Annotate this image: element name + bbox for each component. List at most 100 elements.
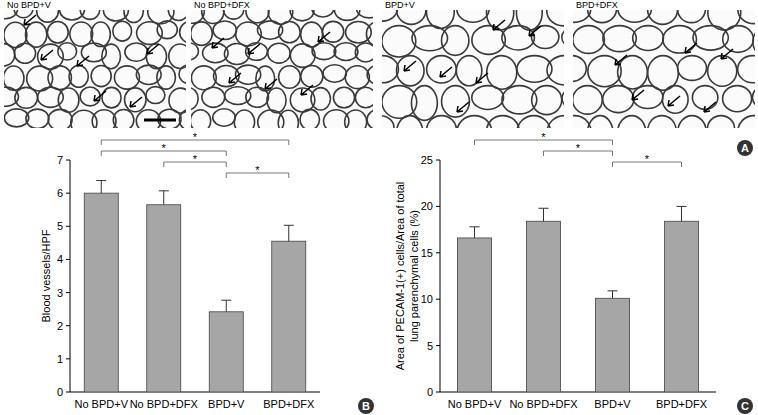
micrograph [4, 10, 186, 128]
alveolus [311, 88, 330, 110]
bar [527, 221, 561, 392]
alveolus [323, 65, 346, 82]
arrow [529, 26, 541, 36]
arrow [615, 55, 627, 65]
alveolus [180, 21, 186, 42]
alveolus [708, 10, 741, 30]
y-tick-label: 5 [57, 220, 63, 232]
alveolus [267, 88, 286, 113]
arrow [685, 43, 697, 53]
alveolus [202, 87, 225, 107]
bar [665, 221, 699, 392]
alveolus [125, 88, 146, 112]
alveolus [738, 116, 755, 128]
alveolus [367, 65, 373, 84]
y-tick-label: 25 [421, 154, 433, 166]
alveolus [442, 86, 470, 118]
x-tick-label: BPD+V [594, 398, 631, 410]
alveolus [48, 66, 71, 90]
figure: No BPD+VNo BPD+DFXBPD+VBPD+DFXA01234567B… [0, 0, 758, 415]
scale-bar [144, 119, 176, 122]
panel-badge [737, 398, 753, 414]
arrow [248, 44, 260, 54]
alveolus [169, 44, 186, 68]
error-bar [159, 191, 169, 205]
alveolus [547, 10, 564, 26]
alveolus [708, 56, 737, 87]
alveolus [191, 110, 211, 128]
y-tick [66, 292, 70, 293]
alveolus [752, 86, 755, 109]
arrow [704, 102, 716, 112]
micrograph-bg [191, 10, 373, 128]
alveolus [382, 10, 398, 21]
alveolus [502, 26, 535, 50]
alveolus [345, 66, 369, 89]
arrow [265, 79, 277, 89]
y-tick [436, 299, 440, 300]
arrow [457, 102, 469, 112]
bar-chart: 01234567Blood vessels/HPFNo BPD+VNo BPD+… [40, 131, 320, 410]
alveolus [69, 66, 88, 88]
alveolus [15, 87, 38, 108]
bar [147, 205, 181, 392]
alveolus [113, 21, 132, 41]
alveolus [397, 56, 425, 86]
marks [84, 181, 306, 392]
alveolus [355, 43, 373, 62]
alveolus [678, 116, 707, 128]
alveolus [91, 65, 111, 86]
alveolus [487, 56, 517, 90]
alveolus [663, 26, 697, 53]
alveolus [168, 10, 186, 20]
alveolus [246, 87, 269, 107]
micrograph-bg [382, 10, 564, 128]
arrow [301, 85, 313, 95]
y-tick [66, 193, 70, 194]
alveolus [92, 110, 116, 128]
alveolus [124, 10, 143, 23]
y-axis-label: Area of PECAM-1(+) cells/Area of total [394, 182, 406, 371]
alveolus [662, 86, 688, 114]
error-bar [677, 206, 687, 221]
alveolus [4, 109, 28, 127]
y-tick [66, 392, 70, 393]
y-tick [66, 226, 70, 227]
alveolus [487, 116, 519, 128]
alveolus [179, 65, 186, 84]
alveolus [48, 109, 72, 128]
error-bar [608, 291, 618, 298]
alveolus [80, 10, 100, 19]
alveolus [114, 66, 139, 89]
alveolus [427, 56, 457, 83]
alveolus [301, 66, 323, 88]
bar [458, 238, 492, 392]
y-tick [436, 345, 440, 346]
arrow [212, 38, 224, 48]
error-bar [221, 300, 231, 312]
alveolus [279, 21, 301, 42]
alveolus [246, 43, 268, 61]
alveolus [618, 10, 651, 22]
image-label: BPD+V [385, 0, 415, 10]
significance-label: * [193, 153, 198, 165]
alveolus [179, 109, 186, 128]
alveolus [411, 86, 437, 121]
alveolus [26, 109, 49, 128]
arrow [130, 97, 142, 107]
significance-label: * [193, 131, 198, 143]
error-bar [284, 225, 294, 241]
alveolus [692, 86, 717, 110]
alveolus [290, 44, 315, 67]
alveolus [290, 10, 314, 21]
arrow [404, 61, 416, 71]
arrow [147, 44, 159, 54]
alveolus [472, 86, 504, 110]
alveolus [113, 109, 134, 128]
x-tick-label: BPD+V [208, 398, 245, 410]
alveolus [397, 10, 426, 24]
alveolus [355, 87, 373, 107]
alveolus [618, 56, 648, 89]
alveolus [603, 86, 634, 113]
alveolus [588, 10, 617, 23]
